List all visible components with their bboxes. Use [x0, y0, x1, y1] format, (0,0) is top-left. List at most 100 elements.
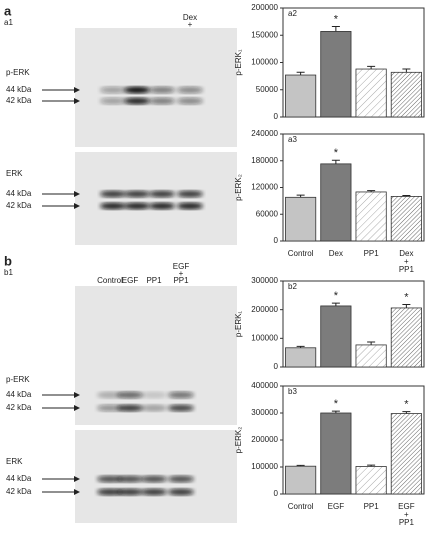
bar [390, 307, 422, 368]
y-tick-label: 100000 [251, 58, 278, 67]
blot-band [177, 190, 203, 198]
blot-label: ERK [6, 169, 23, 178]
y-tick-label: 60000 [256, 209, 279, 218]
blot-band [124, 97, 150, 105]
blot-band [97, 391, 123, 399]
blot-band [124, 190, 150, 198]
blot-image [75, 152, 237, 245]
blot-band [100, 86, 126, 94]
error-bar [331, 26, 340, 32]
panel-label: a [4, 3, 12, 18]
y-axis-label: p-ERK₁ [234, 49, 243, 76]
y-tick-label: 100000 [251, 333, 278, 342]
panel-sublabel: b1 [4, 268, 13, 277]
blot-band [177, 86, 203, 94]
blot-band [168, 488, 194, 496]
blot-band [97, 488, 123, 496]
x-tick-label: Dex [329, 249, 343, 258]
panel-label: b [4, 253, 12, 268]
significance-marker: * [334, 398, 339, 410]
marker-label: 42 kDa [6, 487, 32, 496]
significance-marker: * [334, 290, 339, 302]
lane-label: EGF + PP1 [173, 262, 190, 285]
marker-label: 44 kDa [6, 474, 32, 483]
y-tick-label: 200000 [251, 305, 278, 314]
marker-label: 42 kDa [6, 403, 32, 412]
x-tick-label: Dex + PP1 [399, 249, 415, 274]
blot-band [141, 475, 167, 483]
blot-band [117, 488, 143, 496]
y-tick-label: 200000 [251, 3, 278, 12]
bar [320, 412, 352, 495]
blot-band [149, 86, 175, 94]
blot-band [117, 475, 143, 483]
y-tick-label: 100000 [251, 462, 278, 471]
error-bar [296, 464, 305, 467]
significance-marker: * [404, 291, 409, 303]
y-tick-label: 180000 [251, 156, 278, 165]
error-bar [402, 304, 411, 308]
error-bar [367, 464, 376, 467]
lane-label: PP1 [146, 276, 162, 285]
marker-label: 44 kDa [6, 85, 32, 94]
lane-label: EGF [122, 276, 139, 285]
y-tick-label: 200000 [251, 435, 278, 444]
y-axis-label: p-ERK₂ [234, 427, 243, 454]
blot-band [124, 86, 150, 94]
x-tick-label: PP1 [364, 502, 380, 511]
panel-label: b3 [288, 387, 297, 396]
blot-band [117, 404, 143, 412]
blot-band [100, 190, 126, 198]
bar [285, 196, 317, 242]
blot-band [100, 202, 126, 210]
y-tick-label: 0 [274, 236, 279, 245]
blot-band [149, 190, 175, 198]
error-bar [331, 302, 340, 306]
blot-band [168, 391, 194, 399]
error-bar [296, 71, 305, 76]
error-bar [402, 195, 411, 197]
bar [355, 68, 387, 118]
bar [390, 196, 422, 242]
bar [285, 347, 317, 368]
y-tick-label: 240000 [251, 129, 278, 138]
blot-band [124, 202, 150, 210]
panel-label: a2 [288, 9, 297, 18]
significance-marker: * [334, 147, 339, 159]
blot-band [149, 202, 175, 210]
blot-label: p-ERK [6, 375, 30, 384]
blot-band [97, 475, 123, 483]
marker-label: 44 kDa [6, 390, 32, 399]
error-bar [402, 68, 411, 73]
error-bar [367, 65, 376, 70]
error-bar [296, 194, 305, 198]
lane-label: Control [97, 276, 123, 285]
y-tick-label: 0 [274, 489, 279, 498]
panel-label: a3 [288, 135, 297, 144]
bar [390, 413, 422, 495]
bar [355, 344, 387, 368]
x-tick-label: Control [288, 502, 314, 511]
significance-marker: * [404, 399, 409, 411]
marker-label: 42 kDa [6, 96, 32, 105]
bar [390, 71, 422, 118]
bar [355, 466, 387, 495]
blot-band [141, 404, 167, 412]
blot-band [100, 97, 126, 105]
blot-band [177, 97, 203, 105]
significance-marker: * [334, 13, 339, 25]
error-bar [296, 345, 305, 348]
x-tick-label: EGF [328, 502, 345, 511]
y-tick-label: 0 [274, 362, 279, 371]
blot-band [97, 404, 123, 412]
blot-band [149, 97, 175, 105]
marker-label: 42 kDa [6, 201, 32, 210]
y-tick-label: 300000 [251, 276, 278, 285]
bar [285, 465, 317, 495]
bar [320, 305, 352, 368]
y-tick-label: 150000 [251, 30, 278, 39]
error-bar [402, 411, 411, 414]
bar [355, 191, 387, 242]
bar [320, 31, 352, 118]
